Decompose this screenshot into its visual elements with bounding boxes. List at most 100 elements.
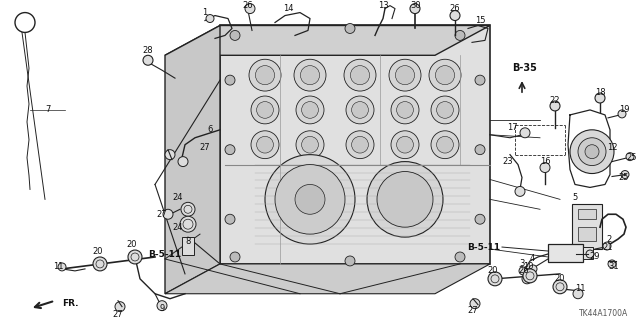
Circle shape bbox=[396, 66, 415, 85]
Text: 16: 16 bbox=[540, 157, 550, 166]
Text: 8: 8 bbox=[186, 236, 191, 245]
Circle shape bbox=[225, 214, 235, 224]
Circle shape bbox=[257, 101, 273, 118]
Text: 25: 25 bbox=[619, 173, 629, 182]
Text: 24: 24 bbox=[173, 193, 183, 202]
Circle shape bbox=[251, 131, 279, 159]
Circle shape bbox=[431, 96, 459, 124]
Circle shape bbox=[436, 136, 453, 153]
Text: 24: 24 bbox=[173, 223, 183, 232]
Text: 11: 11 bbox=[575, 284, 585, 293]
Text: 20: 20 bbox=[488, 266, 499, 276]
Circle shape bbox=[206, 14, 214, 22]
Circle shape bbox=[345, 256, 355, 266]
Circle shape bbox=[626, 153, 634, 161]
Circle shape bbox=[578, 138, 606, 165]
Text: 7: 7 bbox=[45, 105, 51, 115]
Circle shape bbox=[301, 136, 319, 153]
Circle shape bbox=[475, 214, 485, 224]
Text: TK44A1700A: TK44A1700A bbox=[579, 309, 628, 318]
Circle shape bbox=[618, 110, 626, 118]
Circle shape bbox=[346, 96, 374, 124]
Bar bbox=[182, 237, 194, 255]
Circle shape bbox=[345, 23, 355, 33]
Circle shape bbox=[519, 267, 527, 275]
Text: 20: 20 bbox=[127, 240, 137, 249]
Text: 19: 19 bbox=[619, 105, 629, 115]
Circle shape bbox=[488, 272, 502, 286]
Text: 27: 27 bbox=[468, 306, 478, 315]
Text: 6: 6 bbox=[207, 125, 212, 134]
Circle shape bbox=[351, 66, 370, 85]
Circle shape bbox=[128, 250, 142, 264]
Circle shape bbox=[296, 131, 324, 159]
Circle shape bbox=[346, 131, 374, 159]
Circle shape bbox=[165, 150, 175, 160]
Circle shape bbox=[529, 265, 537, 273]
Text: B-5-11: B-5-11 bbox=[148, 250, 181, 259]
Text: 23: 23 bbox=[502, 157, 513, 166]
Text: 3: 3 bbox=[519, 260, 525, 268]
Bar bbox=[548, 244, 583, 262]
Text: 5: 5 bbox=[572, 193, 578, 202]
Circle shape bbox=[251, 96, 279, 124]
Text: 27: 27 bbox=[113, 310, 124, 319]
Circle shape bbox=[294, 59, 326, 91]
Text: 27: 27 bbox=[157, 210, 167, 219]
Circle shape bbox=[436, 101, 453, 118]
Circle shape bbox=[550, 101, 560, 111]
Circle shape bbox=[377, 172, 433, 227]
Circle shape bbox=[257, 136, 273, 153]
Circle shape bbox=[429, 59, 461, 91]
Text: FR.: FR. bbox=[62, 299, 79, 308]
Text: 9: 9 bbox=[159, 304, 164, 313]
Circle shape bbox=[585, 145, 599, 159]
Circle shape bbox=[608, 260, 616, 268]
Polygon shape bbox=[220, 26, 490, 264]
Text: 18: 18 bbox=[595, 88, 605, 97]
Circle shape bbox=[586, 250, 594, 258]
Bar bbox=[578, 209, 596, 219]
Circle shape bbox=[520, 128, 530, 138]
Circle shape bbox=[475, 75, 485, 85]
Circle shape bbox=[389, 59, 421, 91]
Circle shape bbox=[58, 263, 66, 271]
Circle shape bbox=[351, 136, 369, 153]
Text: 13: 13 bbox=[378, 1, 388, 10]
Circle shape bbox=[470, 299, 480, 309]
Circle shape bbox=[431, 131, 459, 159]
Circle shape bbox=[391, 96, 419, 124]
Circle shape bbox=[178, 156, 188, 167]
Circle shape bbox=[225, 75, 235, 85]
Circle shape bbox=[410, 4, 420, 13]
Circle shape bbox=[230, 30, 240, 40]
Text: 29: 29 bbox=[589, 252, 600, 261]
Text: 20: 20 bbox=[555, 274, 565, 283]
Circle shape bbox=[435, 66, 454, 85]
Polygon shape bbox=[165, 26, 220, 294]
Circle shape bbox=[515, 187, 525, 196]
Circle shape bbox=[275, 164, 345, 234]
Text: 26: 26 bbox=[243, 1, 253, 10]
Circle shape bbox=[450, 11, 460, 20]
Circle shape bbox=[249, 59, 281, 91]
Polygon shape bbox=[165, 26, 490, 55]
Bar bbox=[578, 227, 596, 241]
Circle shape bbox=[181, 202, 195, 216]
Circle shape bbox=[296, 96, 324, 124]
Circle shape bbox=[295, 184, 325, 214]
Text: 27: 27 bbox=[200, 143, 211, 152]
Circle shape bbox=[351, 101, 369, 118]
Circle shape bbox=[523, 269, 537, 283]
Circle shape bbox=[540, 163, 550, 172]
Circle shape bbox=[595, 93, 605, 103]
Text: 26: 26 bbox=[518, 266, 529, 276]
Circle shape bbox=[621, 171, 629, 179]
Circle shape bbox=[553, 280, 567, 294]
Circle shape bbox=[455, 252, 465, 262]
Text: 22: 22 bbox=[550, 95, 560, 105]
Circle shape bbox=[225, 145, 235, 155]
Circle shape bbox=[230, 252, 240, 262]
Bar bbox=[583, 247, 593, 259]
Circle shape bbox=[367, 162, 443, 237]
